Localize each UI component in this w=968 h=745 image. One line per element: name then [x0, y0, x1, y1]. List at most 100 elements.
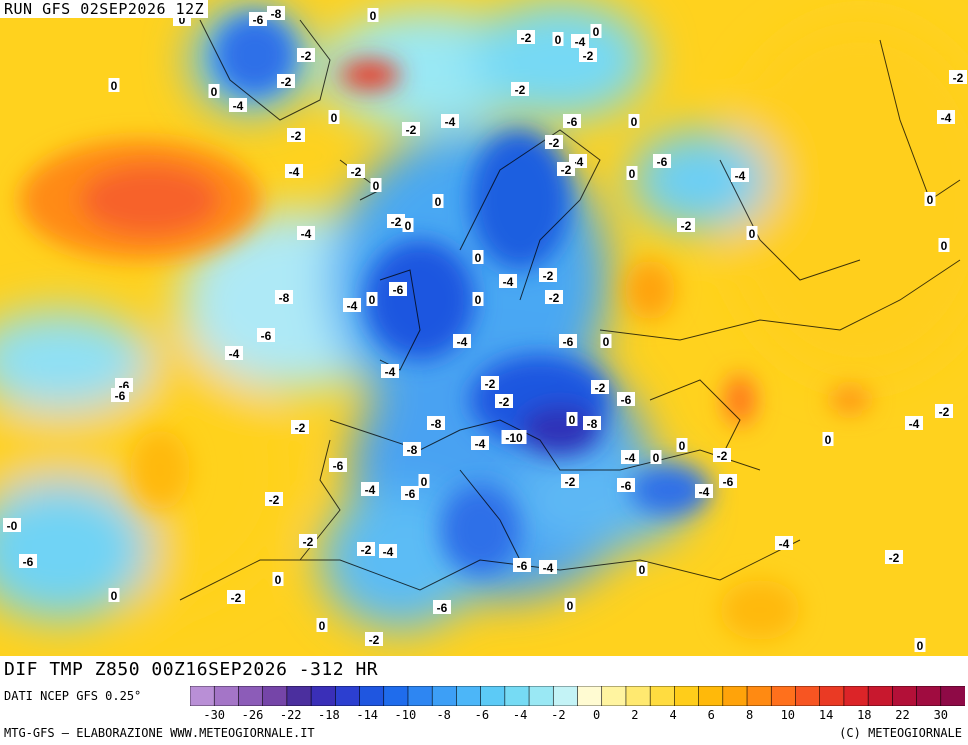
contour-label-bg [432, 194, 444, 208]
colorbar-swatch [213, 686, 240, 706]
contour-label: -6 [261, 329, 272, 343]
colorbar-swatch [892, 686, 918, 706]
colorbar-swatch [238, 686, 264, 706]
contour-label-bg [265, 492, 283, 506]
contour-label-bg [381, 364, 399, 378]
contour-label: 0 [631, 115, 638, 129]
contour-label: 0 [475, 251, 482, 265]
contour-label: -2 [295, 421, 306, 435]
contour-label-bg [746, 226, 758, 240]
contour-label-bg [433, 600, 451, 614]
contour-label-bg [513, 558, 531, 572]
contour-label-bg [938, 238, 950, 252]
contour-label: -4 [445, 115, 456, 129]
contour-label-bg [719, 474, 737, 488]
contour-label: -4 [735, 169, 746, 183]
contour-label: 0 [927, 193, 934, 207]
contour-label: -6 [723, 475, 734, 489]
contour-label: -2 [561, 163, 572, 177]
colorbar-swatch [577, 686, 603, 706]
contour-label-bg [418, 474, 430, 488]
colorbar-tick-label: -2 [551, 708, 566, 722]
contour-label: 0 [639, 563, 646, 577]
contour-label-bg [370, 178, 382, 192]
contour-label-bg [297, 226, 315, 240]
colorbar-tick-label: -30 [203, 708, 226, 722]
colorbar-swatch [770, 686, 797, 706]
colorbar-tick-label: -18 [318, 708, 340, 722]
colorbar-tick-label: 0 [592, 708, 601, 722]
contour-label: 0 [421, 475, 428, 489]
contour-label: -2 [291, 129, 302, 143]
contour-label: -4 [941, 111, 952, 125]
contour-label: 0 [331, 111, 338, 125]
contour-label-bg [275, 290, 293, 304]
colorbar [190, 686, 965, 706]
contour-label-bg [225, 346, 243, 360]
contour-label: -4 [543, 561, 554, 575]
contour-label: -4 [365, 483, 376, 497]
colorbar-swatch [552, 686, 579, 706]
contour-label-bg [499, 274, 517, 288]
contour-label: -2 [406, 123, 417, 137]
contour-label-bg [471, 436, 489, 450]
contour-label-bg [208, 84, 220, 98]
contour-label-bg [924, 192, 936, 206]
contour-label-bg [695, 484, 713, 498]
contour-label-bg [403, 442, 421, 456]
colorbar-swatch [698, 686, 724, 706]
colorbar-tick-label: 2 [631, 708, 639, 722]
contour-label-bg [472, 250, 484, 264]
colorbar-tick-label: -14 [356, 708, 379, 722]
contour-label-bg [937, 110, 955, 124]
contour-label: 0 [825, 433, 832, 447]
contour-label: -6 [393, 283, 404, 297]
contour-label: -2 [281, 75, 292, 89]
contour-label-bg [389, 282, 407, 296]
contour-label: -4 [625, 451, 636, 465]
colorbar-swatch [431, 686, 458, 706]
contour-label-bg [361, 482, 379, 496]
contour-label: 0 [111, 589, 118, 603]
contour-label: -2 [361, 543, 372, 557]
contour-label: 0 [275, 573, 282, 587]
contour-label: -4 [229, 347, 240, 361]
colorbar-swatch [190, 686, 216, 706]
contour-label: 0 [653, 451, 660, 465]
contour-label-bg [472, 292, 484, 306]
contour-label: 0 [603, 335, 610, 349]
contour-label-bg [626, 166, 638, 180]
contour-label-bg [539, 560, 557, 574]
contour-label: 0 [211, 85, 218, 99]
contour-label-bg [402, 122, 420, 136]
contour-label: -2 [351, 165, 362, 179]
colorbar-swatch [819, 686, 845, 706]
contour-label: -2 [717, 449, 728, 463]
contour-label: -2 [301, 49, 312, 63]
contour-label: -2 [303, 535, 314, 549]
contour-label: -2 [565, 475, 576, 489]
colorbar-swatch [504, 686, 530, 706]
contour-label-bg [885, 550, 903, 564]
contour-label: 0 [569, 413, 576, 427]
contour-label-bg [676, 438, 688, 452]
contour-label: 0 [629, 167, 636, 181]
temperature-anomaly-map: -2-6-80-2-20-4-20-4-20-40-2-4-2-20-40-2-… [0, 0, 968, 656]
contour-label-bg [267, 6, 285, 20]
contour-label-bg [453, 334, 471, 348]
colorbar-swatch [407, 686, 433, 706]
contour-label: -4 [503, 275, 514, 289]
contour-label-bg [583, 416, 601, 430]
contour-label-bg [731, 168, 749, 182]
contour-label-bg [111, 388, 129, 402]
contour-label-bg [108, 588, 120, 602]
contour-label: -6 [333, 459, 344, 473]
contour-label-bg [3, 518, 21, 532]
contour-label-bg [401, 486, 419, 500]
contour-label: 0 [593, 25, 600, 39]
colorbar-tick-label: 22 [895, 708, 910, 722]
colorbar-swatch [601, 686, 627, 706]
colorbar-swatch [843, 686, 869, 706]
contour-label-bg [277, 74, 295, 88]
contour-label: -4 [385, 365, 396, 379]
